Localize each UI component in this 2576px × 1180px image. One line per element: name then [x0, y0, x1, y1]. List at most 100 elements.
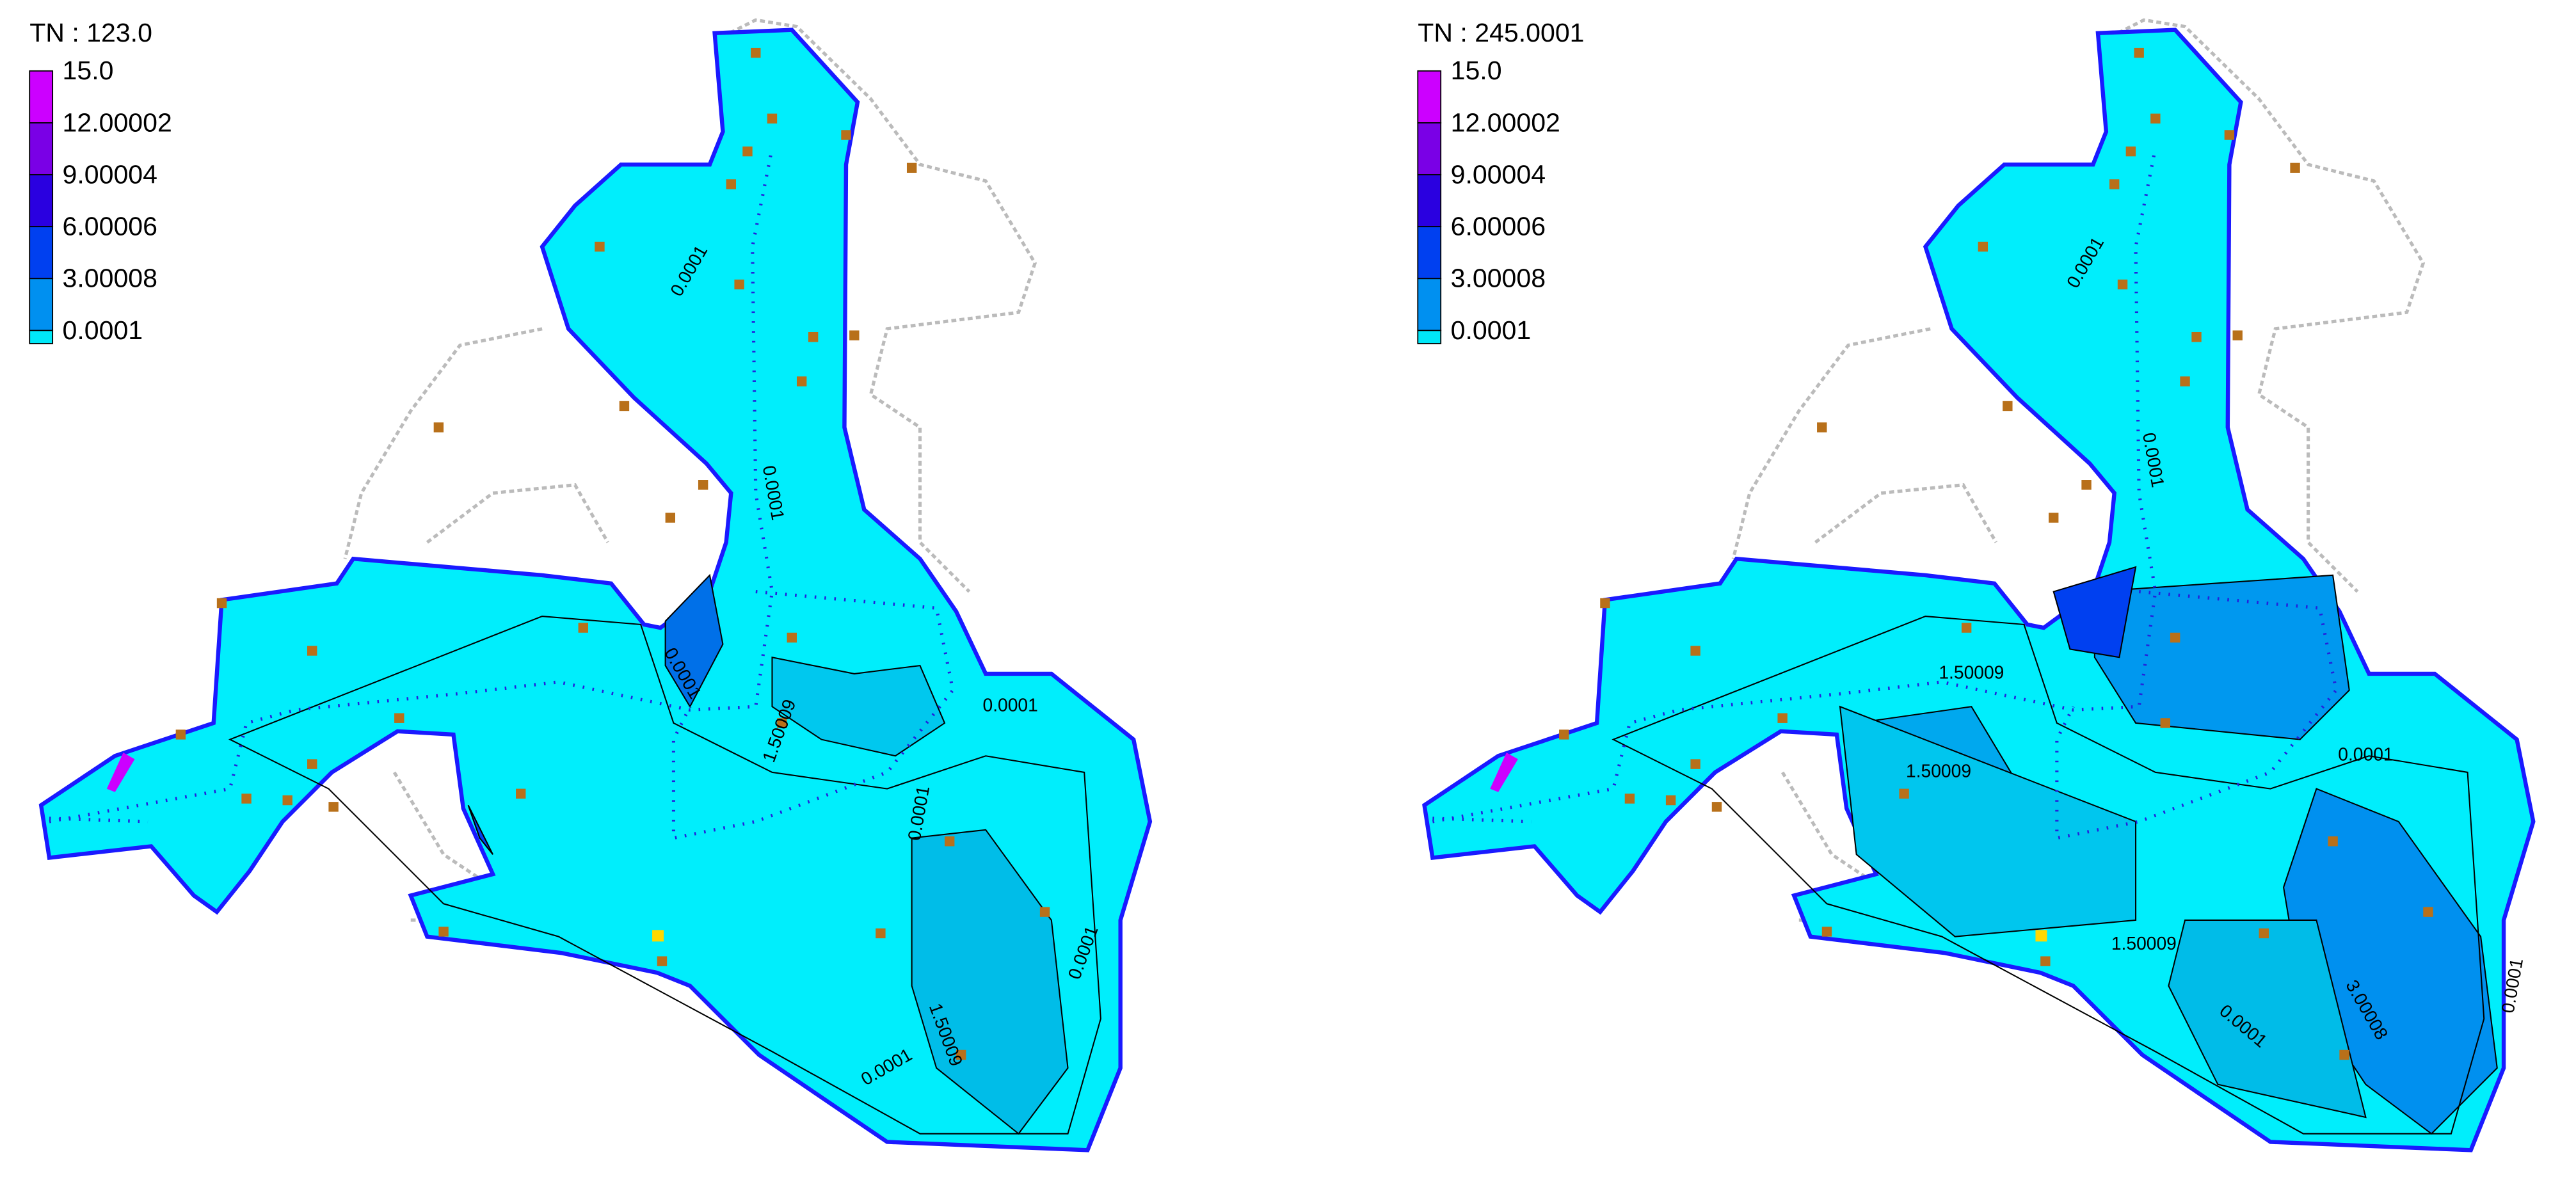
monitoring-station: [2003, 401, 2013, 411]
legend-label: 6.00006: [63, 212, 157, 241]
monitoring-station: [241, 793, 252, 804]
monitoring-station: [1817, 422, 1827, 433]
monitoring-station: [751, 47, 761, 58]
monitoring-station: [796, 376, 807, 387]
monitoring-station: [1899, 788, 1909, 799]
legend-swatch: [1417, 122, 1442, 175]
legend-label: 3.00008: [63, 264, 157, 293]
monitoring-station: [1777, 713, 1788, 723]
monitoring-station: [1711, 802, 1722, 812]
legend-label: 6.00006: [1451, 212, 1546, 241]
monitoring-station: [2423, 907, 2433, 917]
monitoring-station: [438, 927, 449, 937]
monitoring-station: [777, 718, 787, 728]
monitoring-station: [2035, 930, 2047, 942]
concentration-zone: [2168, 919, 2367, 1119]
monitoring-station: [2339, 1049, 2349, 1060]
monitoring-station: [307, 759, 317, 769]
monitoring-station: [307, 646, 317, 656]
monitoring-station: [2134, 47, 2144, 58]
monitoring-station: [2170, 632, 2180, 643]
monitoring-station: [2224, 130, 2235, 140]
monitoring-station: [1690, 646, 1700, 656]
monitoring-station: [2259, 928, 2269, 939]
contour-label: 0.0001: [2338, 744, 2393, 765]
monitoring-station: [665, 513, 676, 523]
monitoring-station: [808, 331, 819, 342]
monitoring-station: [2150, 113, 2161, 124]
legend-label: 15.0: [1451, 56, 1502, 85]
contour-line: [1612, 616, 2485, 1135]
monitoring-station: [956, 1049, 966, 1060]
monitoring-station: [2290, 163, 2300, 173]
legend-label: 9.00004: [1451, 159, 1546, 189]
monitoring-station: [433, 422, 444, 433]
boundary-line: [1731, 327, 1931, 559]
monitoring-station: [945, 836, 955, 847]
contour-label: 1.50009: [1906, 760, 1971, 781]
concentration-zone: [664, 573, 724, 708]
concentration-zone: [2052, 566, 2137, 658]
high-zone: [106, 753, 135, 792]
monitoring-station: [906, 163, 917, 173]
legend-label: 12.00002: [1451, 108, 1560, 137]
legend-swatch: [1417, 226, 1442, 280]
monitoring-station: [2328, 836, 2338, 847]
monitoring-station: [2160, 718, 2170, 728]
legend-swatch: [1417, 174, 1442, 228]
boundary-line: [426, 482, 610, 544]
legend-swatch: [29, 226, 54, 280]
monitoring-station: [1690, 759, 1700, 769]
legend-swatch: [1417, 278, 1442, 331]
map-panel: TN : 123.0 15.0 12.00002 9.00004 6.00006 3.00…: [29, 18, 1153, 1152]
monitoring-station: [516, 788, 526, 799]
legend-swatch: [29, 174, 54, 228]
monitoring-station: [2117, 279, 2128, 290]
monitoring-station: [876, 928, 886, 939]
boundary-line: [2110, 18, 2426, 593]
channel-line: [49, 817, 148, 824]
concentration-zone: [2093, 574, 2350, 740]
legend-label: 3.00008: [1451, 264, 1546, 293]
legend-swatch: [29, 278, 54, 331]
monitoring-station: [2191, 331, 2202, 342]
legend-swatch: [29, 70, 54, 124]
monitoring-station: [726, 179, 736, 189]
high-zone: [1490, 753, 1518, 792]
monitoring-station: [698, 480, 708, 490]
monitoring-station: [1039, 907, 1050, 917]
monitoring-station: [328, 802, 339, 812]
monitoring-station: [652, 930, 664, 942]
map-panel: TN : 245.0001 15.0 12.00002 9.00004 6.00006 3…: [1417, 18, 2536, 1152]
monitoring-station: [657, 956, 668, 966]
monitoring-station: [2180, 376, 2190, 387]
concentration-zone: [467, 804, 494, 855]
domain-layer: 0.00010.00010.00010.00011.500090.00010.0…: [38, 28, 1153, 1152]
monitoring-station: [578, 623, 588, 633]
boundary-line: [343, 327, 543, 559]
legend-label: 15.0: [63, 56, 114, 85]
legend-swatch: [1417, 70, 1442, 124]
monitoring-station: [2109, 179, 2120, 189]
monitoring-station: [2049, 513, 2059, 523]
monitoring-station: [1624, 793, 1635, 804]
monitoring-station: [787, 632, 797, 643]
monitoring-station: [742, 146, 753, 157]
monitoring-station: [1559, 730, 1569, 740]
monitoring-station: [767, 113, 778, 124]
channel-line: [1432, 817, 1532, 824]
monitoring-station: [2232, 330, 2243, 340]
domain-layer: 0.00010.00011.500090.00011.500091.500093…: [1422, 28, 2536, 1152]
legend-swatch: [29, 330, 54, 344]
boundary-line: [722, 18, 1037, 593]
monitoring-station: [1821, 927, 1832, 937]
concentration-zone: [911, 829, 1069, 1135]
monitoring-station: [2081, 480, 2092, 490]
legend-swatch: [1417, 330, 1442, 344]
legend-label: 9.00004: [63, 159, 157, 189]
monitoring-station: [619, 401, 630, 411]
concentration-zone: [771, 656, 946, 757]
monitoring-station: [1961, 623, 1972, 633]
water-body: [38, 28, 1153, 1152]
monitoring-station: [841, 130, 851, 140]
